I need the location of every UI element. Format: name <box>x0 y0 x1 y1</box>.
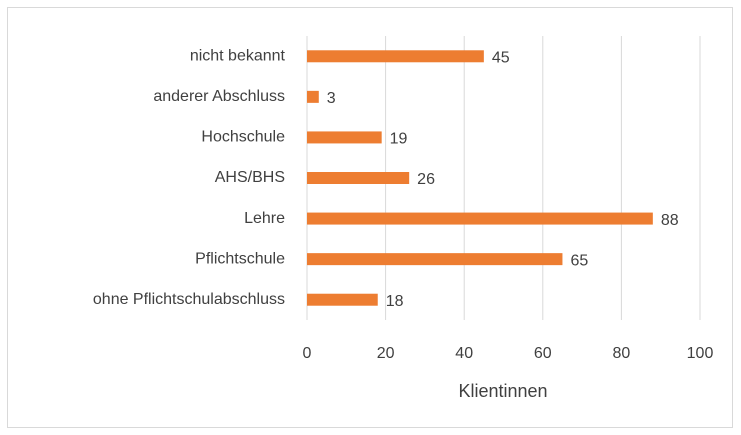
x-tick-label: 100 <box>687 345 714 362</box>
bar <box>307 172 410 184</box>
y-tick-label: anderer Abschluss <box>153 88 285 105</box>
y-tick-label: nicht bekannt <box>190 48 286 65</box>
y-tick-label: ohne Pflichtschulabschluss <box>93 291 285 308</box>
bar <box>307 293 378 306</box>
x-tick-label: 40 <box>455 345 473 362</box>
bar <box>307 50 484 63</box>
bar <box>307 212 653 225</box>
x-tick-label: 20 <box>377 345 395 362</box>
bar <box>307 90 319 103</box>
x-tick-label: 60 <box>534 345 552 362</box>
bar <box>307 253 563 266</box>
data-label: 18 <box>386 293 404 310</box>
y-tick-label: Pflichtschule <box>195 250 285 267</box>
x-axis-label: Klientinnen <box>458 381 547 401</box>
data-label: 88 <box>661 212 679 229</box>
x-tick-label: 80 <box>613 345 631 362</box>
bar <box>307 131 382 144</box>
y-tick-label: AHS/BHS <box>215 169 285 186</box>
data-label: 19 <box>390 131 408 148</box>
data-label: 3 <box>327 90 336 107</box>
y-tick-label: Lehre <box>244 210 285 227</box>
y-tick-label: Hochschule <box>201 129 285 146</box>
data-label: 45 <box>492 50 510 67</box>
data-label: 65 <box>570 252 588 269</box>
x-tick-label: 0 <box>303 345 312 362</box>
data-label: 26 <box>417 171 435 188</box>
